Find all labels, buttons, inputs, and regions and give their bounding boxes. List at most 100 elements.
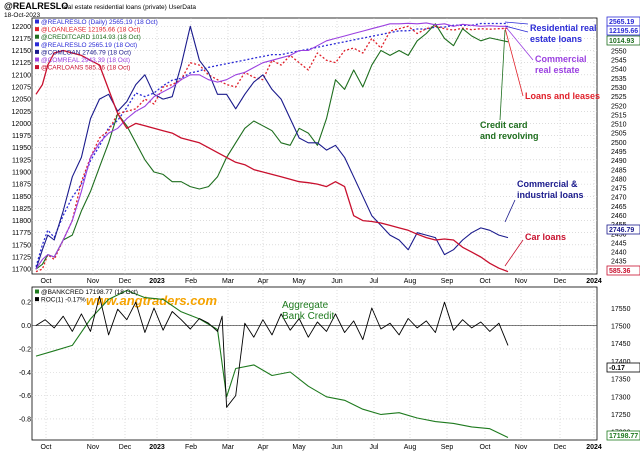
legend-swatch-top	[35, 42, 39, 47]
y-tick-label-right-top: 2465	[611, 204, 627, 211]
badge-creditcard: 1014.93	[609, 38, 634, 45]
legend-entry-top: @CREDITCARD 1014.93 (18 Oct)	[41, 34, 141, 41]
x-tick-label-bottom: Feb	[185, 444, 197, 451]
x-tick-label-top: Nov	[87, 278, 100, 285]
series-line-carloans	[35, 49, 509, 273]
top-panel-frame	[31, 17, 598, 275]
annotation-line: Car loans	[525, 232, 566, 242]
annotation-label: Residential real estate loans	[530, 23, 597, 44]
y-tick-label-right-top: 2540	[611, 67, 627, 74]
series-line-creditcard	[35, 23, 509, 270]
chart-date: 18-Oct-2023	[4, 12, 41, 19]
legend-entry-top: @COMREAL 2943.39 (18 Oct)	[41, 57, 130, 64]
y-tick-label-right-top: 2475	[611, 186, 627, 193]
x-tick-label-top: 2023	[149, 278, 165, 285]
x-tick-label-top: Mar	[222, 278, 235, 285]
y-tick-label-right-bottom: 17500	[611, 323, 631, 330]
annotation-line: Commercial	[535, 54, 587, 64]
y-tick-label-right-bottom: 17550	[611, 306, 631, 313]
y-tick-label-right-bottom: 17400	[611, 359, 631, 366]
y-tick-label-left-bottom: -0.8	[19, 416, 31, 423]
x-tick-label-top: Oct	[41, 278, 52, 285]
y-tick-label-left-top: 12025	[12, 109, 32, 116]
y-tick-label-right-top: 2485	[611, 167, 627, 174]
annotation-line: Bank Credit	[282, 311, 334, 322]
badge-creditcard-box	[606, 35, 640, 46]
bottom-panel-grid	[32, 287, 597, 440]
y-tick-label-right-top: 2480	[611, 176, 627, 183]
x-tick-label-bottom: Apr	[258, 444, 270, 451]
legend-entry-top: @COMLOAN 2746.79 (18 Oct)	[41, 49, 131, 56]
annotation-label: Car loans	[525, 232, 566, 242]
y-tick-label-left-top: 11975	[12, 133, 31, 140]
annotation-label: Aggregate Bank Credit	[282, 300, 334, 322]
x-tick-label-bottom: Jul	[370, 444, 379, 451]
bottom-panel-series	[35, 289, 509, 438]
series-line-realreslo	[35, 22, 508, 267]
legend-swatch-top	[35, 27, 39, 32]
badge-roc-box	[606, 362, 640, 373]
x-tick-label-bottom: May	[292, 444, 306, 451]
badge-comloan: 2746.79	[609, 227, 634, 234]
y-tick-label-left-top: 11800	[12, 218, 31, 225]
annotation-label: Loans and leases	[525, 91, 600, 101]
y-tick-label-left-top: 12125	[12, 60, 32, 67]
annotation-pointer	[504, 25, 529, 33]
y-tick-label-right-top: 2505	[611, 131, 627, 138]
badge-loanlease-box	[606, 25, 640, 36]
y-tick-label-right-top: 2450	[611, 231, 627, 238]
y-tick-label-right-top: 2520	[611, 103, 627, 110]
annotation-line: Credit card	[480, 120, 528, 130]
y-tick-label-left-top: 12050	[12, 97, 32, 104]
chart-description: real estate residential loans (private) …	[62, 4, 196, 11]
annotation-label: Credit card and revolving	[480, 120, 539, 141]
y-tick-label-left-top: 11775	[12, 230, 31, 237]
y-tick-label-left-bottom: 0.2	[21, 300, 31, 307]
badge-bankcred-box	[606, 430, 640, 441]
y-tick-label-left-top: 12175	[12, 36, 32, 43]
annotation-line: estate loans	[530, 34, 582, 44]
y-tick-label-right-bottom: 17350	[611, 377, 631, 384]
badge-comloan-box	[606, 224, 640, 235]
x-tick-label-bottom: Jun	[331, 444, 342, 451]
y-tick-label-right-top: 2515	[611, 112, 627, 119]
value-badges: 2565.19 12195.66 1014.93 2746.79 585.36 -0.17…	[606, 16, 640, 441]
y-tick-label-left-top: 11925	[12, 157, 31, 164]
y-tick-label-left-top: 11750	[12, 242, 31, 249]
legend-entry-bottom: ROC(1) -0.17%	[41, 297, 86, 304]
y-tick-label-right-bottom: 17300	[611, 394, 631, 401]
annotation-line: Residential real	[530, 23, 597, 33]
annotation-line: real estate	[535, 65, 580, 75]
annotation-pointer	[504, 199, 516, 223]
legend-swatch-top	[35, 34, 39, 39]
x-tick-label-bottom: Oct	[41, 444, 52, 451]
y-tick-label-left-bottom: 0.0	[21, 323, 31, 330]
watermark-text: www.angtraders.com	[86, 293, 217, 308]
x-tick-label-bottom: Sep	[441, 444, 454, 451]
x-tick-label-top: Jun	[331, 278, 342, 285]
annotation-line: industrial loans	[517, 190, 584, 200]
x-tick-label-top: Aug	[404, 278, 417, 285]
y-tick-label-right-top: 2490	[611, 158, 627, 165]
annotation-label: Commercial real estate	[535, 54, 587, 75]
y-tick-label-left-top: 11850	[12, 194, 31, 201]
x-tick-label-bottom: Mar	[222, 444, 235, 451]
legend-entry-bottom: @BANKCRED 17198.77 (18 Oct)	[41, 289, 138, 296]
x-tick-label-bottom: Dec	[554, 444, 567, 451]
legend-swatch-top	[35, 49, 39, 54]
legend-entry-top: @REALRESLO (Daily) 2565.19 (18 Oct)	[41, 19, 158, 26]
y-tick-label-left-bottom: -0.4	[19, 370, 31, 377]
y-tick-label-right-top: 2440	[611, 250, 627, 257]
y-tick-label-left-top: 11700	[12, 267, 31, 274]
y-tick-label-right-top: 2545	[611, 58, 627, 65]
y-tick-label-left-top: 11950	[12, 145, 31, 152]
y-tick-label-right-top: 2525	[611, 94, 627, 101]
y-tick-label-right-top: 2445	[611, 240, 627, 247]
y-tick-label-right-top: 2460	[611, 213, 627, 220]
y-tick-label-right-top: 2495	[611, 149, 627, 156]
x-tick-label-top: Apr	[258, 278, 270, 285]
legend-swatch-top	[35, 65, 39, 70]
y-tick-label-right-top: 2470	[611, 195, 627, 202]
y-tick-label-left-top: 11900	[12, 169, 31, 176]
